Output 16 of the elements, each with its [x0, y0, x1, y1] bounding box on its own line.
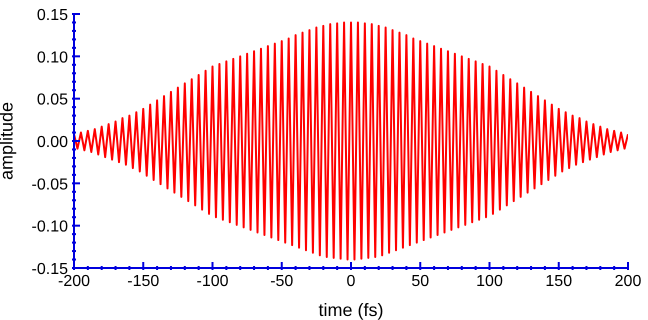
x-tick-label: 200 — [614, 273, 642, 290]
x-tick-label: 100 — [476, 273, 503, 290]
y-tick-label: 0.05 — [36, 92, 68, 109]
y-tick-label: 0.10 — [36, 49, 68, 66]
x-tick-label: -100 — [196, 273, 229, 290]
line-series — [74, 21, 628, 261]
x-tick-label: 150 — [545, 273, 572, 290]
y-tick-label: 0.00 — [36, 134, 68, 151]
y-tick-label: -0.05 — [32, 176, 68, 194]
y-tick-label: -0.10 — [32, 218, 68, 236]
x-tick-label: -150 — [127, 273, 160, 290]
y-tick-label: 0.15 — [36, 7, 68, 24]
x-axis-title: time (fs) — [318, 300, 384, 320]
x-tick-label: -50 — [270, 273, 294, 290]
x-tick-label: 0 — [346, 273, 356, 290]
x-tick-label: 50 — [411, 273, 430, 290]
